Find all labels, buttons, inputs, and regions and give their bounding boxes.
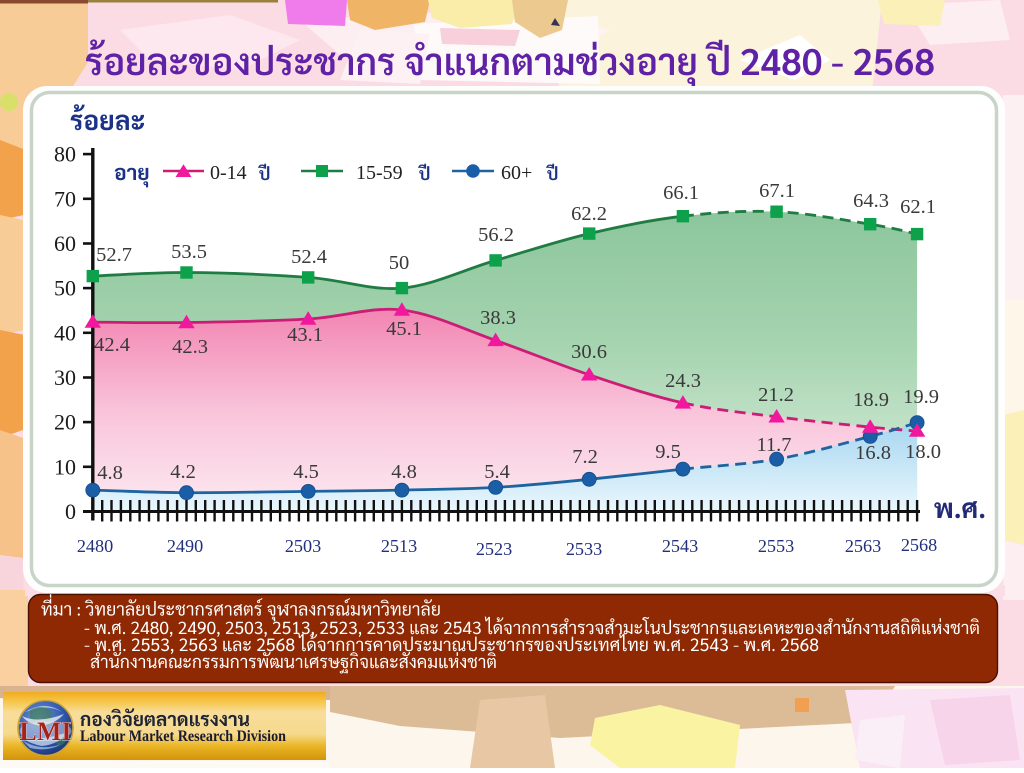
svg-text:15-59: 15-59 <box>356 162 403 184</box>
svg-text:21.2: 21.2 <box>758 384 794 406</box>
svg-text:7.2: 7.2 <box>572 446 598 468</box>
svg-text:52.7: 52.7 <box>96 244 132 266</box>
svg-text:19.9: 19.9 <box>903 386 939 408</box>
svg-text:80: 80 <box>54 142 76 167</box>
svg-text:5.4: 5.4 <box>484 461 510 483</box>
svg-text:42.4: 42.4 <box>94 334 130 356</box>
svg-text:20: 20 <box>54 410 76 435</box>
svg-text:2503: 2503 <box>285 536 321 556</box>
svg-text:LMI: LMI <box>20 717 72 746</box>
svg-text:2523: 2523 <box>476 539 512 559</box>
svg-text:4.2: 4.2 <box>170 461 196 483</box>
svg-text:2568: 2568 <box>901 535 937 555</box>
svg-text:56.2: 56.2 <box>478 224 514 246</box>
svg-text:50: 50 <box>54 276 76 301</box>
svg-text:2533: 2533 <box>566 539 602 559</box>
svg-text:2563: 2563 <box>845 536 881 556</box>
svg-text:0-14: 0-14 <box>210 162 247 184</box>
svg-text:30.6: 30.6 <box>571 341 607 363</box>
svg-text:2543: 2543 <box>662 536 698 556</box>
svg-text:67.1: 67.1 <box>759 180 795 202</box>
svg-text:9.5: 9.5 <box>655 441 681 463</box>
svg-text:4.5: 4.5 <box>293 461 319 483</box>
svg-text:62.2: 62.2 <box>571 203 607 225</box>
svg-text:18.9: 18.9 <box>853 389 889 411</box>
svg-text:Labour Market Research Divisio: Labour Market Research Division <box>80 727 286 745</box>
svg-text:62.1: 62.1 <box>900 196 936 218</box>
svg-text:30: 30 <box>54 365 76 390</box>
svg-text:53.5: 53.5 <box>171 241 207 263</box>
svg-text:4.8: 4.8 <box>97 462 123 484</box>
svg-text:43.1: 43.1 <box>287 324 323 346</box>
svg-text:40: 40 <box>54 320 76 345</box>
svg-text:16.8: 16.8 <box>855 442 891 464</box>
svg-text:2513: 2513 <box>381 536 417 556</box>
svg-text:38.3: 38.3 <box>480 307 516 329</box>
svg-text:2480: 2480 <box>77 536 113 556</box>
svg-text:2553: 2553 <box>758 536 794 556</box>
svg-text:66.1: 66.1 <box>663 182 699 204</box>
svg-text:70: 70 <box>54 186 76 211</box>
svg-text:18.0: 18.0 <box>905 441 941 463</box>
svg-text:50: 50 <box>389 252 410 274</box>
svg-text:4.8: 4.8 <box>391 461 417 483</box>
svg-text:0: 0 <box>65 499 76 524</box>
svg-text:24.3: 24.3 <box>665 370 701 392</box>
svg-text:60+: 60+ <box>501 162 532 184</box>
svg-text:2490: 2490 <box>167 536 203 556</box>
svg-text:64.3: 64.3 <box>853 190 889 212</box>
svg-text:10: 10 <box>54 454 76 479</box>
svg-text:45.1: 45.1 <box>386 318 422 340</box>
svg-text:52.4: 52.4 <box>291 246 327 268</box>
svg-text:11.7: 11.7 <box>756 434 791 456</box>
svg-text:60: 60 <box>54 231 76 256</box>
svg-text:42.3: 42.3 <box>172 336 208 358</box>
